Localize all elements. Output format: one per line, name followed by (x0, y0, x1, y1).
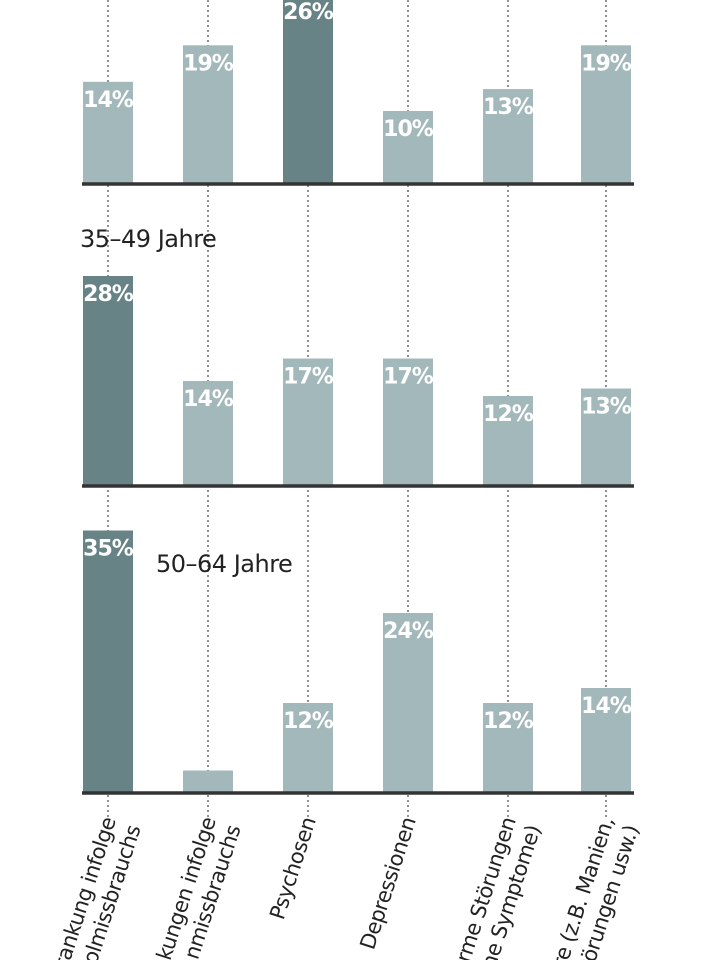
bar-0-4 (483, 89, 533, 184)
bar-value-label-1-1: 14% (183, 387, 234, 412)
bar-value-label-2-0: 35% (83, 537, 134, 562)
panel-title-1: 35–49 Jahre (80, 225, 216, 253)
bar-1-3 (383, 358, 433, 486)
bar-value-label-0-1: 19% (183, 51, 234, 76)
bar-0-2 (283, 0, 333, 185)
category-label-1: kungen infolgenmissbrauchs (152, 814, 246, 960)
panel-title-2: 50–64 Jahre (156, 550, 292, 578)
bar-value-label-0-2: 26% (283, 0, 334, 25)
category-label-0: rankung infolgeolmissbrauchs (49, 814, 145, 960)
bar-1-5 (581, 388, 631, 486)
bar-value-label-1-5: 13% (581, 395, 632, 420)
bar-value-label-1-2: 17% (283, 365, 334, 390)
panel-0: 14% 19% 26% 10% 13% 19% (82, 0, 634, 186)
bar-value-label-2-4: 12% (483, 709, 534, 734)
bar-value-label-0-5: 19% (581, 51, 632, 76)
bar-0-1 (183, 45, 233, 184)
category-label-2: Psychosen (265, 814, 321, 922)
bar-value-label-2-3: 24% (383, 619, 434, 644)
bar-1-0 (83, 276, 133, 486)
bar-value-label-2-2: 12% (283, 709, 334, 734)
chart-panels: 14% 19% 26% 10% 13% 19% 35–49 Jahre 28% 14% 17% 17… (80, 0, 634, 795)
bar-value-label-0-3: 10% (383, 117, 434, 142)
bar-value-label-2-5: 14% (581, 694, 632, 719)
bar-value-label-0-4: 13% (483, 95, 534, 120)
bar-0-5 (581, 45, 631, 184)
bar-2-2 (283, 703, 333, 793)
category-label-4: rme Störungenhe Symptome) (451, 814, 545, 960)
category-labels: rankung infolgeolmissbrauchs kungen infol… (49, 814, 643, 960)
bar-2-3 (383, 613, 433, 793)
bar-2-0 (83, 530, 133, 793)
bar-value-label-1-3: 17% (383, 365, 434, 390)
category-label-5: re (z.B. Manien,törungen usw.) (548, 814, 644, 960)
panel-1: 35–49 Jahre 28% 14% 17% 17% 12% 13% (80, 225, 634, 488)
bar-0-0 (83, 81, 133, 184)
category-label-3: Depressionen (355, 814, 420, 952)
bar-1-1 (183, 381, 233, 486)
panel-2: 50–64 Jahre 35% 12% 24% 12% 14% (82, 530, 634, 795)
bar-2-4 (483, 703, 533, 793)
bar-value-label-1-4: 12% (483, 402, 534, 427)
bar-value-label-1-0: 28% (83, 282, 134, 307)
bar-2-5 (581, 688, 631, 793)
bar-2-1 (183, 770, 233, 793)
bar-value-label-0-0: 14% (83, 88, 134, 113)
bar-1-2 (283, 358, 333, 486)
bar-1-4 (483, 396, 533, 486)
bar-0-3 (383, 111, 433, 184)
